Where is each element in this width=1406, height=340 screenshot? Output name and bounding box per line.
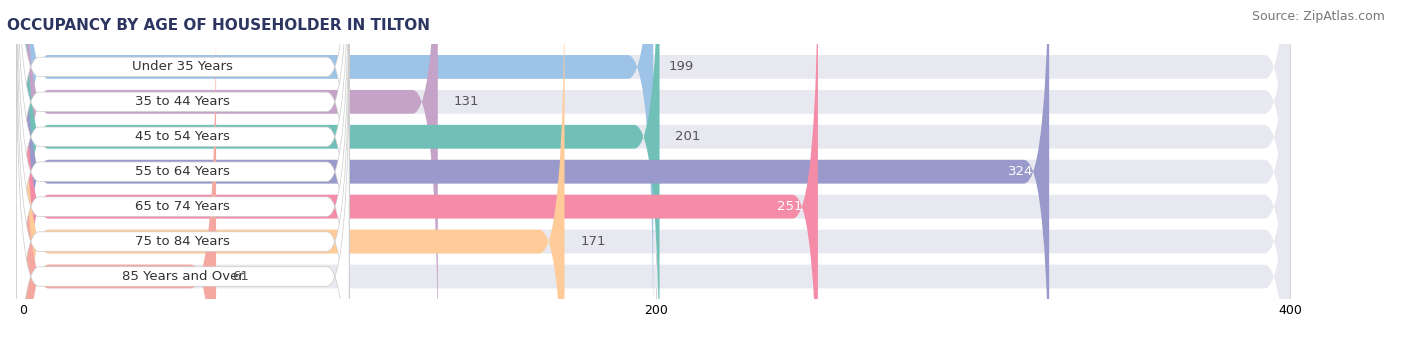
FancyBboxPatch shape bbox=[22, 0, 654, 335]
FancyBboxPatch shape bbox=[17, 0, 349, 340]
Text: Under 35 Years: Under 35 Years bbox=[132, 61, 233, 73]
FancyBboxPatch shape bbox=[22, 9, 217, 340]
FancyBboxPatch shape bbox=[17, 0, 349, 340]
FancyBboxPatch shape bbox=[22, 0, 565, 340]
Text: 199: 199 bbox=[669, 61, 695, 73]
FancyBboxPatch shape bbox=[22, 0, 818, 340]
FancyBboxPatch shape bbox=[22, 0, 1289, 340]
Text: Source: ZipAtlas.com: Source: ZipAtlas.com bbox=[1251, 10, 1385, 23]
FancyBboxPatch shape bbox=[22, 0, 1289, 340]
FancyBboxPatch shape bbox=[17, 7, 349, 340]
FancyBboxPatch shape bbox=[22, 0, 437, 340]
FancyBboxPatch shape bbox=[22, 0, 1289, 340]
FancyBboxPatch shape bbox=[22, 0, 659, 340]
FancyBboxPatch shape bbox=[17, 0, 349, 340]
FancyBboxPatch shape bbox=[17, 0, 349, 302]
FancyBboxPatch shape bbox=[22, 0, 1289, 340]
Text: 171: 171 bbox=[581, 235, 606, 248]
FancyBboxPatch shape bbox=[22, 0, 1289, 340]
FancyBboxPatch shape bbox=[22, 0, 1289, 335]
FancyBboxPatch shape bbox=[17, 0, 349, 337]
Text: 65 to 74 Years: 65 to 74 Years bbox=[135, 200, 231, 213]
FancyBboxPatch shape bbox=[22, 0, 1049, 340]
Text: 61: 61 bbox=[232, 270, 249, 283]
FancyBboxPatch shape bbox=[22, 9, 1289, 340]
Text: 201: 201 bbox=[675, 130, 700, 143]
Text: OCCUPANCY BY AGE OF HOUSEHOLDER IN TILTON: OCCUPANCY BY AGE OF HOUSEHOLDER IN TILTO… bbox=[7, 18, 430, 33]
Text: 75 to 84 Years: 75 to 84 Years bbox=[135, 235, 231, 248]
Text: 251: 251 bbox=[776, 200, 801, 213]
FancyBboxPatch shape bbox=[17, 42, 349, 340]
Text: 35 to 44 Years: 35 to 44 Years bbox=[135, 95, 231, 108]
Text: 324: 324 bbox=[1008, 165, 1033, 178]
Text: 55 to 64 Years: 55 to 64 Years bbox=[135, 165, 231, 178]
Text: 45 to 54 Years: 45 to 54 Years bbox=[135, 130, 231, 143]
Text: 131: 131 bbox=[454, 95, 479, 108]
Text: 85 Years and Over: 85 Years and Over bbox=[122, 270, 243, 283]
